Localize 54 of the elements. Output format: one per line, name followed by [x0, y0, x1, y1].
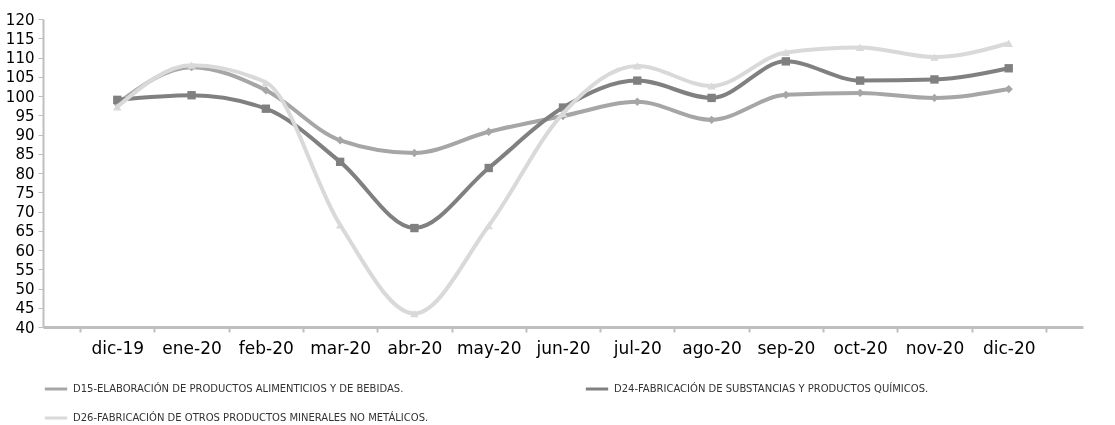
point [335, 157, 345, 167]
point [707, 93, 716, 103]
x-tick-label: abr-20 [387, 337, 443, 358]
y-tick-label: 65 [15, 222, 35, 241]
point [930, 53, 939, 61]
y-tick-label: 110 [5, 49, 35, 67]
y-tick-label: 55 [15, 260, 35, 279]
x-tick-label: feb-20 [238, 337, 294, 358]
legend-label: D15-ELABORACIÓN DE PRODUCTOS ALIMENTICIOS Y DE BEBIDAS. [73, 382, 404, 394]
point [930, 75, 939, 84]
x-tick-label: sep-20 [757, 337, 816, 358]
y-tick-label: 70 [15, 203, 35, 221]
y-tick-label: 40 [15, 318, 35, 337]
point [633, 76, 642, 85]
point [261, 86, 271, 95]
point [113, 103, 122, 111]
point [484, 127, 493, 136]
legend-label: D24-FABRICACIÓN DE SUBSTANCIAS Y PRODUCTOS QUÍMICOS. [614, 382, 929, 394]
x-tick-label: ene-20 [162, 337, 222, 358]
point [484, 163, 493, 173]
x-tick-label: jun-20 [535, 337, 591, 358]
y-tick-label: 120 [5, 10, 35, 29]
point [781, 57, 791, 66]
point [781, 48, 791, 57]
y-tick-label: 115 [5, 29, 35, 48]
legend-label: D26-FABRICACIÓN DE OTROS PRODUCTOS MINERALES NO METÁLICOS. [73, 411, 429, 423]
y-tick-label: 60 [15, 241, 35, 260]
point [633, 62, 642, 70]
y-tick-label: 50 [15, 280, 35, 298]
y-tick-label: 75 [15, 183, 35, 202]
point [855, 43, 865, 52]
x-tick-label: dic-20 [982, 337, 1036, 358]
point [187, 91, 196, 100]
point [410, 223, 419, 233]
y-tick-label: 90 [15, 126, 35, 144]
y-tick-label: 80 [15, 164, 35, 183]
x-tick-label: nov-20 [905, 337, 965, 358]
y-tick-label: 85 [15, 145, 35, 164]
y-tick-label: 95 [15, 106, 35, 125]
y-tick-label: 45 [15, 299, 35, 318]
x-tick-label: may-20 [456, 337, 522, 358]
point [410, 309, 419, 318]
y-tick-label: 105 [5, 68, 35, 87]
point [707, 82, 716, 90]
x-tick-label: dic-19 [91, 337, 145, 358]
x-tick-label: mar-20 [310, 337, 371, 358]
point [1004, 64, 1013, 73]
y-tick-label: 100 [5, 87, 35, 106]
x-tick-label: oct-20 [833, 337, 888, 358]
point [855, 76, 865, 85]
point [261, 104, 271, 113]
x-tick-label: jul-20 [612, 337, 662, 358]
point [1004, 39, 1013, 47]
x-tick-label: ago-20 [682, 337, 742, 358]
